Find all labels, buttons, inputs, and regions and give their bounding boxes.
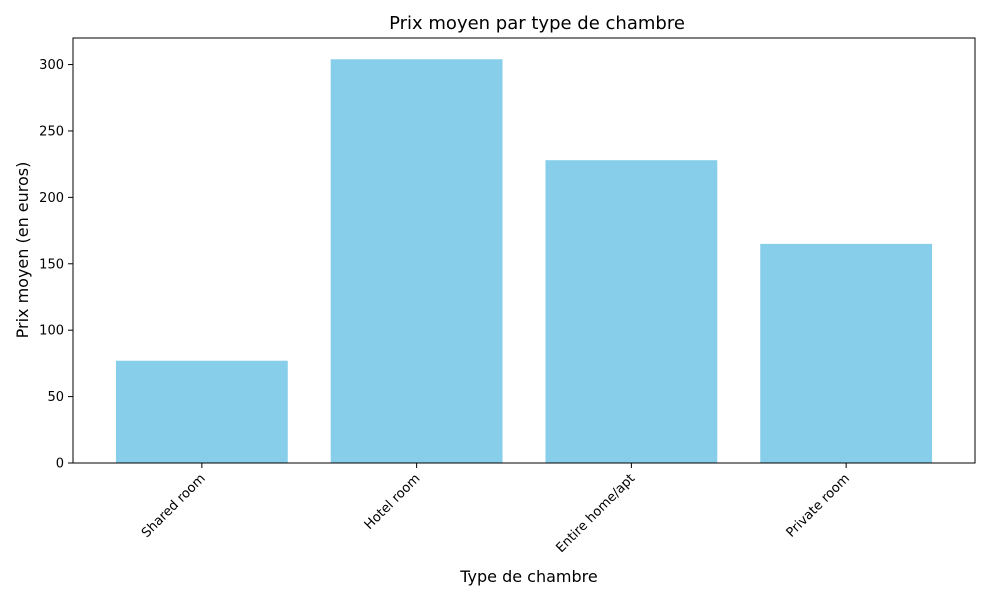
bar-shared-room <box>115 360 288 463</box>
y-tick-label: 0 <box>56 457 64 472</box>
x-axis-label: Type de chambre <box>459 567 597 586</box>
chart-title: Prix moyen par type de chambre <box>389 13 685 34</box>
plot-frame <box>72 37 976 464</box>
y-tick-label: 50 <box>47 390 64 405</box>
y-axis-ticks: 0 50 100 150 200 250 300 <box>39 58 73 472</box>
bar-hotel-room <box>330 59 503 463</box>
bars-group <box>115 59 933 463</box>
x-tick-label: Private room <box>784 471 853 540</box>
y-tick-label: 150 <box>39 257 64 272</box>
y-axis-label: Prix moyen (en euros) <box>13 162 32 339</box>
x-axis-ticks: Shared room Hotel room Entire home/apt Priv… <box>139 463 853 556</box>
y-tick-label: 100 <box>39 324 64 339</box>
bar-entire-home-apt <box>545 160 718 463</box>
x-tick-label: Entire home/apt <box>553 471 638 556</box>
bar-private-room <box>760 243 933 463</box>
y-tick-label: 300 <box>39 58 64 73</box>
y-tick-label: 200 <box>39 191 64 206</box>
x-tick-label: Hotel room <box>362 471 424 533</box>
y-tick-label: 250 <box>39 124 64 139</box>
x-tick-label: Shared room <box>139 471 209 541</box>
